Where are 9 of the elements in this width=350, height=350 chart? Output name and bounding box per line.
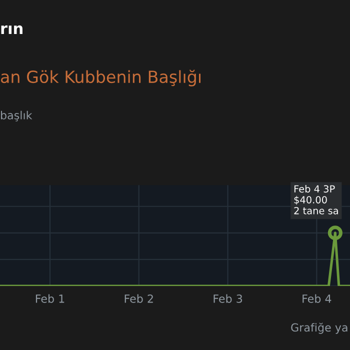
x-tick-label: Feb 4 — [302, 294, 332, 303]
x-tick-label: Feb 1 — [36, 294, 64, 303]
text: başlık — [1, 110, 32, 122]
x-tick-label: Feb 3 — [214, 294, 242, 303]
chart-subtitle: an Gök Kubbenin Başlığı — [1, 70, 200, 86]
text: Grafiğe ya — [291, 322, 348, 334]
x-tick-label: Feb 2 — [124, 294, 153, 303]
annotation: Feb 4 3P $40.00 2 tane sa — [294, 185, 338, 214]
chart-title: rın — [1, 25, 22, 34]
